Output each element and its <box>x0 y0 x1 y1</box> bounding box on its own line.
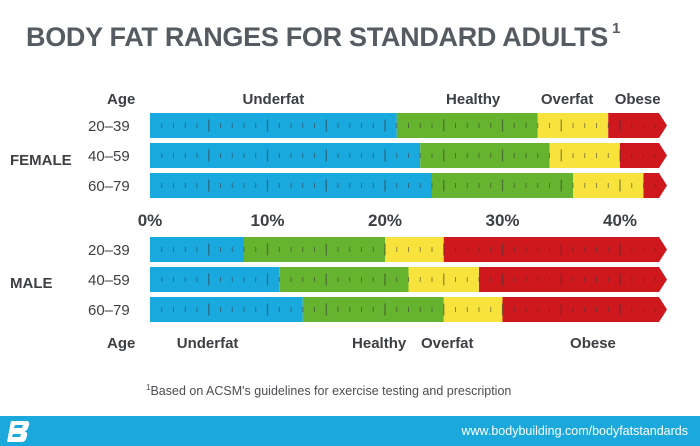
category-label-healthy: Healthy <box>446 91 501 108</box>
bar-segment-obese <box>620 143 651 168</box>
bar-segment-obese <box>502 297 651 322</box>
age-row-label: 40–59 <box>88 272 130 289</box>
footnote-marker: 1 <box>146 383 151 392</box>
bar-arrow-tip <box>651 143 667 168</box>
group-label-male: MALE <box>10 275 53 292</box>
category-label-obese: Obese <box>570 335 616 352</box>
x-tick-label: 30% <box>485 211 519 230</box>
bar-segment-underfat <box>150 113 397 138</box>
bar-segment-obese <box>608 113 651 138</box>
age-row-label: 20–39 <box>88 118 130 135</box>
age-header-label: Age <box>107 335 135 352</box>
age-row-label: 60–79 <box>88 178 130 195</box>
age-row-label: 40–59 <box>88 148 130 165</box>
bodybuilding-b-logo-icon[interactable] <box>4 416 34 446</box>
x-tick-label: 10% <box>250 211 284 230</box>
footnote-text: Based on ACSM's guidelines for exercise … <box>150 384 512 399</box>
bar-segment-obese <box>479 267 651 292</box>
bar-segment-overfat <box>443 297 503 322</box>
category-label-obese: Obese <box>615 91 661 108</box>
title-superscript: 1 <box>612 20 621 37</box>
age-header-label: Age <box>107 91 135 108</box>
bar-arrow-tip <box>651 297 667 322</box>
bar-arrow-tip <box>651 113 667 138</box>
x-tick-label: 20% <box>368 211 402 230</box>
category-label-overfat: Overfat <box>541 91 594 108</box>
x-tick-label: 0% <box>138 211 163 230</box>
bar-arrow-tip <box>651 173 667 198</box>
category-label-underfat: Underfat <box>177 335 239 352</box>
bar-arrow-tip <box>651 237 667 262</box>
group-label-female: FEMALE <box>10 152 72 169</box>
bar-segment-underfat <box>150 143 421 168</box>
bar-segment-overfat <box>385 237 444 262</box>
category-label-overfat: Overfat <box>421 335 474 352</box>
category-label-underfat: Underfat <box>243 91 305 108</box>
bar-arrow-tip <box>651 267 667 292</box>
age-row-label: 60–79 <box>88 302 130 319</box>
chart-title: BODY FAT RANGES FOR STANDARD ADULTS 1 <box>26 20 621 52</box>
bar-segment-underfat <box>150 267 280 292</box>
bar-segment-healthy <box>420 143 550 168</box>
category-label-healthy: Healthy <box>352 335 407 352</box>
footer-bar: www.bodybuilding.com/bodyfatstandards <box>0 416 700 446</box>
age-row-label: 20–39 <box>88 242 130 259</box>
footer-url-link[interactable]: www.bodybuilding.com/bodyfatstandards <box>461 424 688 438</box>
footnote: 1Based on ACSM's guidelines for exercise… <box>146 383 511 398</box>
bar-segment-healthy <box>279 267 409 292</box>
x-tick-label: 40% <box>603 211 637 230</box>
bar-segment-obese <box>443 237 651 262</box>
bar-segment-underfat <box>150 297 303 322</box>
bar-segment-obese <box>643 173 651 198</box>
